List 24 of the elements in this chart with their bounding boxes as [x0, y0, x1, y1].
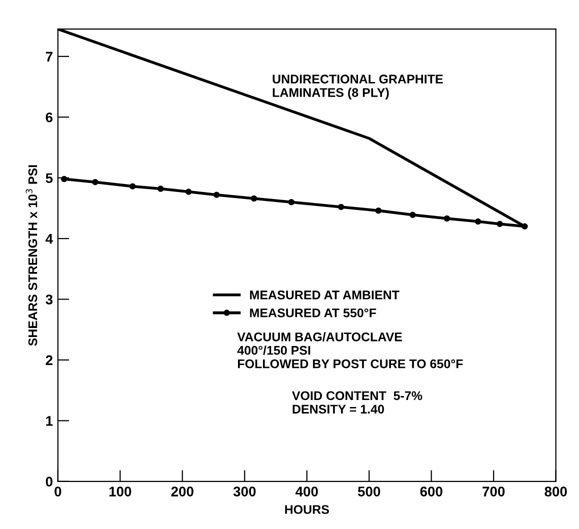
annotation: VOID CONTENT 5-7% DENSITY = 1.40 — [292, 391, 422, 414]
y-tick-label: 0 — [46, 476, 52, 487]
y-tick-label: 7 — [46, 52, 52, 62]
x-tick-label: 400 — [295, 486, 318, 496]
y-tick-label: 5 — [46, 173, 53, 184]
x-tick-label: 300 — [233, 486, 256, 496]
y-tick-label: 4 — [46, 234, 53, 244]
x-tick-label: 200 — [171, 486, 194, 496]
y-tick-label: 3 — [46, 294, 53, 304]
legend-label: MEASURED AT AMBIENT — [250, 290, 400, 300]
annotation: UNDIRECTIONAL GRAPHITE LAMINATES (8 PLY) — [272, 74, 443, 100]
x-tick-label: 800 — [544, 486, 567, 496]
x-axis-title: HOURS — [285, 505, 329, 514]
x-tick-label: 700 — [482, 486, 505, 496]
legend-label: MEASURED AT 550°F — [250, 308, 376, 318]
annotation: VACUUM BAG/AUTOCLAVE 400°/150 PSI FOLLOWED BY POST CURE TO 650°F — [237, 332, 463, 368]
y-tick-label: 1 — [46, 416, 53, 426]
x-tick-label: 500 — [358, 486, 380, 496]
y-tick-label: 2 — [46, 355, 52, 365]
x-tick-label: 100 — [109, 486, 132, 496]
y-tick-label: 6 — [46, 112, 53, 122]
x-tick-label: 600 — [420, 486, 442, 496]
x-tick-label: 0 — [54, 486, 62, 496]
y-axis-title: SHEARS STRENGTH x 10$^{3}$ PSI — [26, 165, 38, 346]
